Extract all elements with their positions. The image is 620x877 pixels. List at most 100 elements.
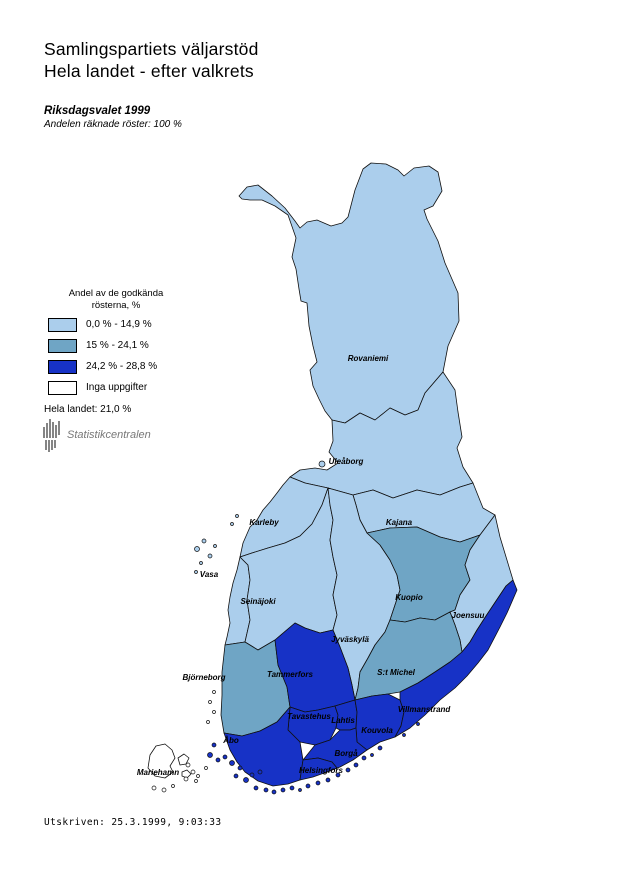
legend-label: 0,0 % - 14,9 %	[86, 319, 152, 330]
region-label-rovaniemi: Rovaniemi	[348, 354, 389, 363]
page-title: Samlingspartiets väljarstöd Hela landet …	[44, 38, 259, 82]
subtitle-election: Riksdagsvalet 1999	[44, 105, 151, 117]
legend-label: Inga uppgifter	[86, 382, 148, 393]
islet	[194, 779, 198, 783]
legend-label: 15 % - 24,1 %	[86, 340, 149, 351]
legend-swatch-light	[48, 317, 77, 332]
islet	[243, 777, 249, 783]
region-label-borga: Borgå	[334, 749, 358, 758]
islet	[190, 769, 196, 775]
islet	[151, 785, 157, 791]
statistikcentralen-logo-icon	[43, 419, 60, 452]
islet	[213, 544, 217, 548]
islet	[211, 742, 217, 748]
map-legend: Andel av de godkända rösterna, % 0,0 % -…	[40, 288, 210, 415]
islet	[335, 772, 341, 778]
region-label-kajana: Kajana	[386, 518, 413, 527]
statistikcentralen-logo: Statistikcentralen	[42, 417, 151, 453]
legend-item-light: 0,0 % - 14,9 %	[48, 317, 210, 332]
islet	[271, 789, 277, 795]
region-label-stmichel: S:t Michel	[377, 668, 416, 677]
islet	[289, 785, 295, 791]
islet	[185, 762, 191, 768]
legend-item-none: Inga uppgifter	[48, 380, 210, 395]
legend-item-medium: 15 % - 24,1 %	[48, 338, 210, 353]
islet	[280, 787, 286, 793]
islet	[416, 722, 420, 726]
islet	[249, 772, 255, 778]
islet	[325, 777, 331, 783]
islet	[318, 460, 326, 468]
legend-swatch-dark	[48, 359, 77, 374]
title-line2: Hela landet - efter valkrets	[44, 61, 254, 81]
islet	[370, 753, 374, 757]
legend-title-line1: Andel av de godkända	[68, 288, 164, 299]
page-subtitle: Riksdagsvalet 1999 Andelen räknade röste…	[44, 104, 182, 131]
region-helsingfors	[299, 757, 338, 781]
islet	[230, 522, 234, 526]
islet	[207, 553, 213, 559]
islet	[196, 774, 200, 778]
islet	[361, 755, 367, 761]
legend-label: 24,2 % - 28,8 %	[86, 361, 158, 372]
islet	[194, 546, 200, 552]
islet	[377, 745, 383, 751]
legend-item-dark: 24,2 % - 28,8 %	[48, 359, 210, 374]
islet	[345, 767, 351, 773]
islet	[171, 784, 175, 788]
legend-swatch-medium	[48, 338, 77, 353]
region-rovaniemi	[238, 162, 460, 424]
islet	[206, 720, 210, 724]
region-label-mariehamn: Mariehamn	[137, 768, 179, 777]
region-label-abo: Åbo	[222, 736, 239, 745]
region-kouvola	[354, 693, 405, 751]
islet	[233, 773, 239, 779]
islet	[402, 733, 406, 737]
islet	[353, 762, 359, 768]
islet	[257, 769, 263, 775]
region-label-kuopio: Kuopio	[395, 593, 423, 602]
region-label-vasa: Vasa	[200, 570, 219, 579]
region-label-karleby: Karleby	[249, 518, 279, 527]
islet	[161, 787, 167, 793]
region-villmanstrand	[394, 579, 518, 738]
islet	[229, 760, 235, 766]
region-mariehamn	[147, 743, 192, 779]
logo-text: Statistikcentralen	[67, 429, 151, 441]
islet	[208, 700, 212, 704]
legend-swatch-none	[48, 380, 77, 395]
region-label-helsingfors: Helsingfors	[299, 766, 344, 775]
islet	[212, 710, 216, 714]
region-label-uleaborg: Uleåborg	[329, 457, 364, 466]
region-label-seinajoki: Seinäjoki	[240, 597, 276, 606]
region-label-tavastehus: Tavastehus	[287, 712, 331, 721]
region-label-kouvola: Kouvola	[361, 726, 393, 735]
title-line1: Samlingspartiets väljarstöd	[44, 39, 259, 59]
subtitle-counted: Andelen räknade röster: 100 %	[44, 119, 182, 130]
islet	[235, 514, 239, 518]
region-label-lahtis: Lahtis	[331, 716, 355, 725]
islet	[215, 757, 221, 763]
islet	[315, 780, 321, 786]
legend-title: Andel av de godkända rösterna, %	[40, 288, 192, 311]
region-label-jyvaskyla: Jyväskylä	[331, 635, 369, 644]
islet	[298, 788, 302, 792]
region-label-tammerfors: Tammerfors	[267, 670, 313, 679]
region-label-villmanstrand: Villmanstrand	[398, 705, 452, 714]
islet	[204, 766, 208, 770]
islet	[201, 538, 207, 544]
region-label-joensuu: Joensuu	[452, 611, 485, 620]
islet	[212, 690, 216, 694]
islet	[253, 785, 259, 791]
islet	[305, 783, 311, 789]
print-timestamp: Utskriven: 25.3.1999, 9:03:33	[44, 817, 222, 828]
islet	[194, 570, 198, 574]
islet	[263, 787, 269, 793]
legend-rows: 0,0 % - 14,9 % 15 % - 24,1 % 24,2 % - 28,8…	[40, 317, 210, 395]
legend-title-line2: rösterna, %	[91, 299, 141, 311]
islet	[183, 776, 189, 782]
legend-total: Hela landet: 21,0 %	[44, 404, 132, 415]
islet	[237, 765, 243, 771]
